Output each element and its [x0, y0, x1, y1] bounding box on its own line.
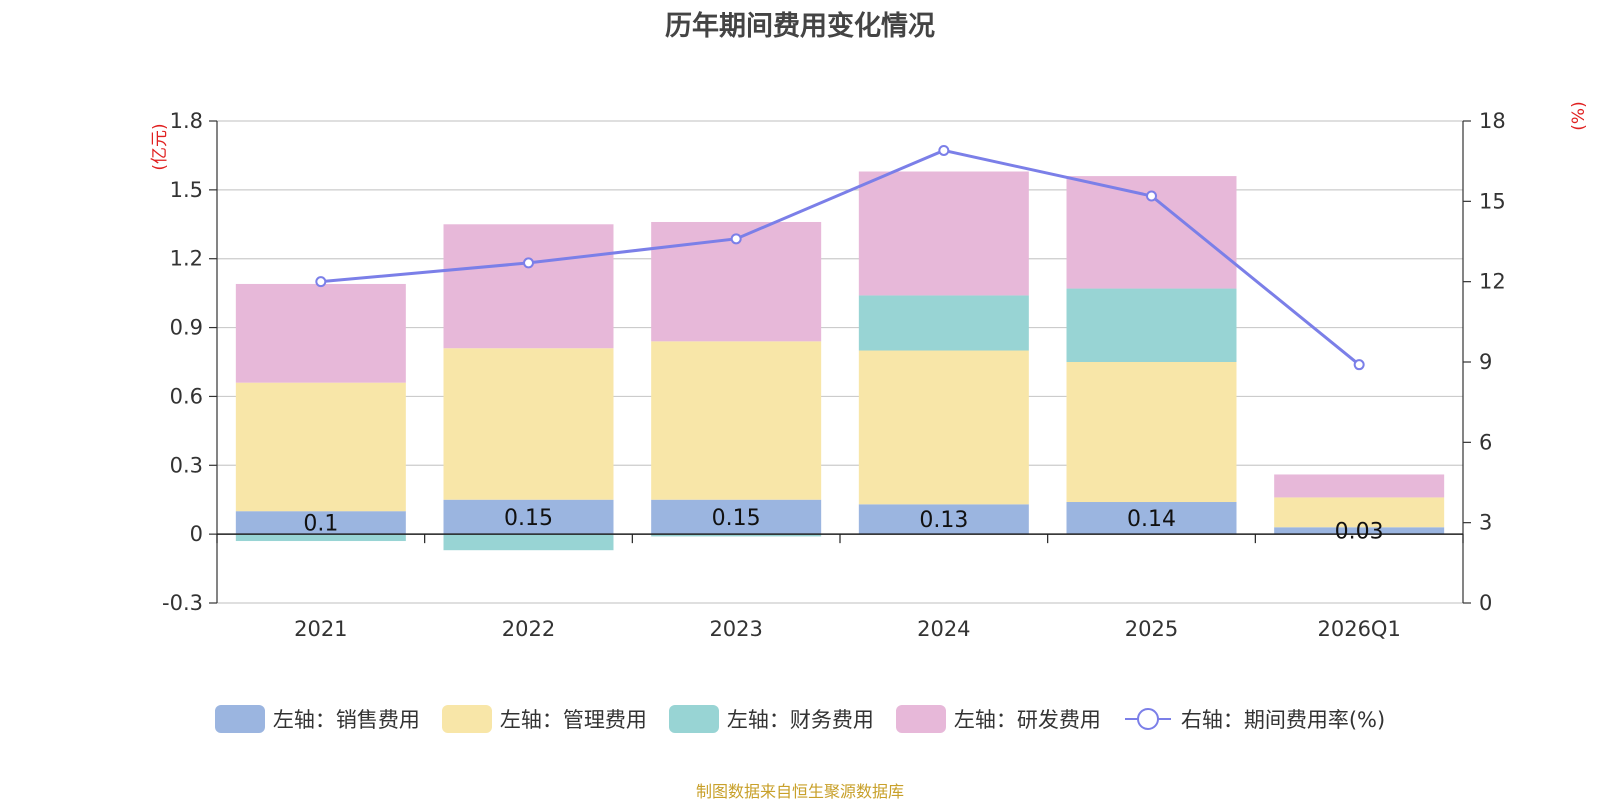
left-axis-unit: (亿元)	[150, 123, 170, 170]
legend-item-finance[interactable]: 左轴：财务费用	[668, 704, 874, 734]
source-note: 制图数据来自恒生聚源数据库	[695, 782, 904, 801]
right-axis-unit: (%)	[1569, 101, 1589, 130]
bar-segment	[858, 504, 1029, 535]
right-tick-label: 12	[1479, 270, 1506, 294]
legend-swatch-finance	[668, 705, 719, 733]
legend-label-sales: 左轴：销售费用	[272, 708, 420, 732]
bar-segment	[1274, 527, 1445, 535]
category-label: 2021	[294, 617, 347, 641]
bar-segment	[443, 348, 614, 500]
bar-segment	[443, 224, 614, 349]
data-label-sales: 0.15	[504, 506, 553, 531]
bar-segment	[443, 499, 614, 535]
left-tick-label: 0.3	[170, 453, 203, 477]
data-label-sales: 0.1	[303, 512, 338, 537]
category-label: 2026Q1	[1317, 617, 1400, 641]
rate-point	[315, 276, 327, 288]
legend-label-rnd: 左轴：研发费用	[953, 708, 1101, 732]
data-label-sales: 0.13	[919, 508, 968, 533]
right-tick-label: 6	[1479, 430, 1492, 454]
legend-item-rnd[interactable]: 左轴：研发费用	[895, 704, 1101, 734]
right-tick-label: 0	[1479, 591, 1492, 615]
data-label-sales: 0.14	[1127, 507, 1176, 532]
right-tick-label: 15	[1479, 189, 1506, 213]
left-tick-label: 1.2	[170, 247, 203, 271]
chart-canvas: -0.3 0 0.3 0.6 0.9 1.2 1.5 1.8 0 3 6 9 12 15 18 (亿元) (%)…	[150, 101, 1589, 641]
rate-point	[730, 233, 742, 245]
bar-segment	[1274, 497, 1445, 528]
category-label: 2025	[1125, 617, 1178, 641]
legend-swatch-rnd	[895, 705, 946, 733]
bar-segment	[1274, 474, 1445, 498]
legend-label-finance: 左轴：财务费用	[726, 708, 874, 732]
bar-segment	[235, 534, 406, 542]
legend: 左轴：销售费用 左轴：管理费用 左轴：财务费用 左轴：研发费用 右轴：期间费用率…	[0, 704, 1600, 734]
left-tick-label: 0.9	[170, 316, 203, 340]
rate-line	[320, 148, 1361, 366]
bar-segment	[1066, 502, 1237, 535]
bar-segment	[651, 499, 822, 535]
rate-point	[1146, 190, 1157, 202]
bar-segment	[235, 511, 406, 535]
left-tick-label: 0	[190, 522, 203, 546]
legend-swatch-sales	[214, 705, 265, 733]
chart-title: 历年期间费用变化情况	[665, 11, 935, 42]
bar-segment	[651, 341, 822, 500]
category-label: 2024	[917, 617, 970, 641]
legend-item-admin[interactable]: 左轴：管理费用	[441, 704, 647, 734]
bar-segment	[858, 350, 1029, 505]
data-label-sales: 0.03	[1335, 520, 1384, 545]
bar-segment	[1066, 362, 1237, 503]
rate-point	[938, 144, 950, 156]
rate-point	[1353, 359, 1365, 371]
right-tick-label: 18	[1479, 109, 1506, 133]
left-tick-label: 1.5	[170, 178, 203, 202]
bar-segment	[858, 295, 1029, 351]
bar-segment	[235, 382, 406, 512]
rate-point	[523, 257, 534, 269]
bar-segment	[443, 534, 614, 551]
legend-item-rate[interactable]: 右轴：期间费用率(%)	[1123, 704, 1385, 734]
category-label: 2022	[502, 617, 555, 641]
right-tick-label: 9	[1479, 350, 1492, 374]
bar-segment	[651, 534, 822, 537]
left-tick-label: -0.3	[162, 591, 203, 615]
right-tick-label: 3	[1479, 511, 1492, 535]
bar-segment	[1066, 288, 1237, 362]
legend-line-icon	[1124, 708, 1171, 730]
left-tick-label: 1.8	[170, 109, 203, 133]
legend-item-sales[interactable]: 左轴：销售费用	[214, 704, 420, 734]
legend-swatch-admin	[441, 705, 492, 733]
category-label: 2023	[709, 617, 762, 641]
legend-label-rate: 右轴：期间费用率(%)	[1180, 708, 1386, 732]
data-label-sales: 0.15	[712, 506, 761, 531]
left-tick-label: 0.6	[170, 384, 203, 408]
legend-label-admin: 左轴：管理费用	[499, 708, 647, 732]
bar-segment	[235, 283, 406, 383]
bar-segment	[858, 171, 1029, 296]
